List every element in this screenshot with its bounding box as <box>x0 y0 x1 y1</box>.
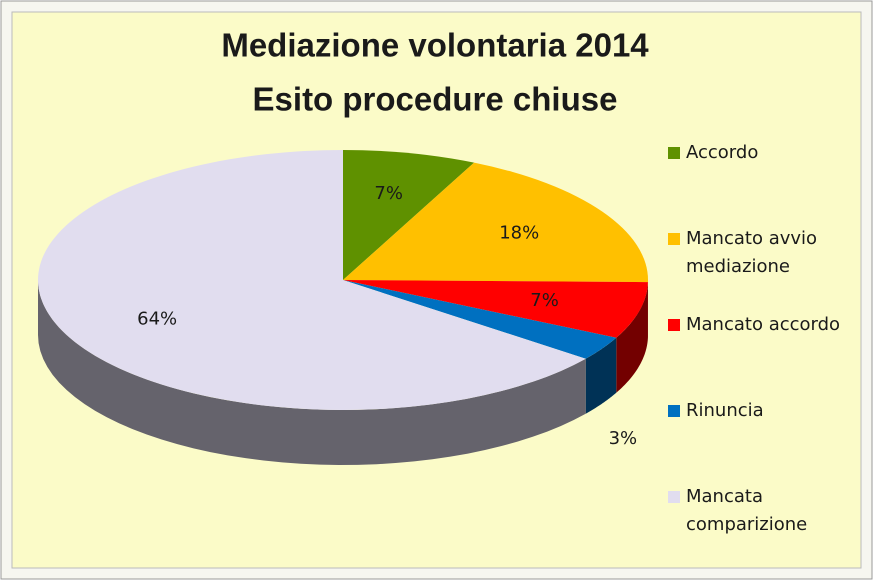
legend-swatch <box>668 405 680 417</box>
legend-swatch <box>668 491 680 503</box>
slice-side <box>616 282 648 393</box>
slice <box>343 162 649 283</box>
slice <box>343 280 648 338</box>
chart-title: Esito procedure chiuse <box>253 81 618 118</box>
slice <box>37 150 586 411</box>
slice <box>343 150 475 280</box>
legend-label: Mancato avvio mediazione <box>686 228 823 277</box>
legend-swatch <box>668 233 680 245</box>
data-label: 7% <box>530 290 559 311</box>
legend-label: Accordo <box>686 142 758 163</box>
legend-swatch <box>668 319 680 331</box>
slice-side <box>38 280 586 465</box>
data-label: 18% <box>499 222 539 243</box>
legend-label: Mancato accordo <box>686 314 840 335</box>
slice <box>343 280 617 359</box>
legend-label: Rinuncia <box>686 400 764 421</box>
data-label: 7% <box>374 183 403 204</box>
data-label: 3% <box>609 428 638 449</box>
legend-swatch <box>668 147 680 159</box>
chart-title: Mediazione volontaria 2014 <box>221 27 649 64</box>
slice-side <box>585 337 617 414</box>
data-label: 64% <box>137 308 177 329</box>
legend-label: Mancata comparizione <box>686 486 807 535</box>
